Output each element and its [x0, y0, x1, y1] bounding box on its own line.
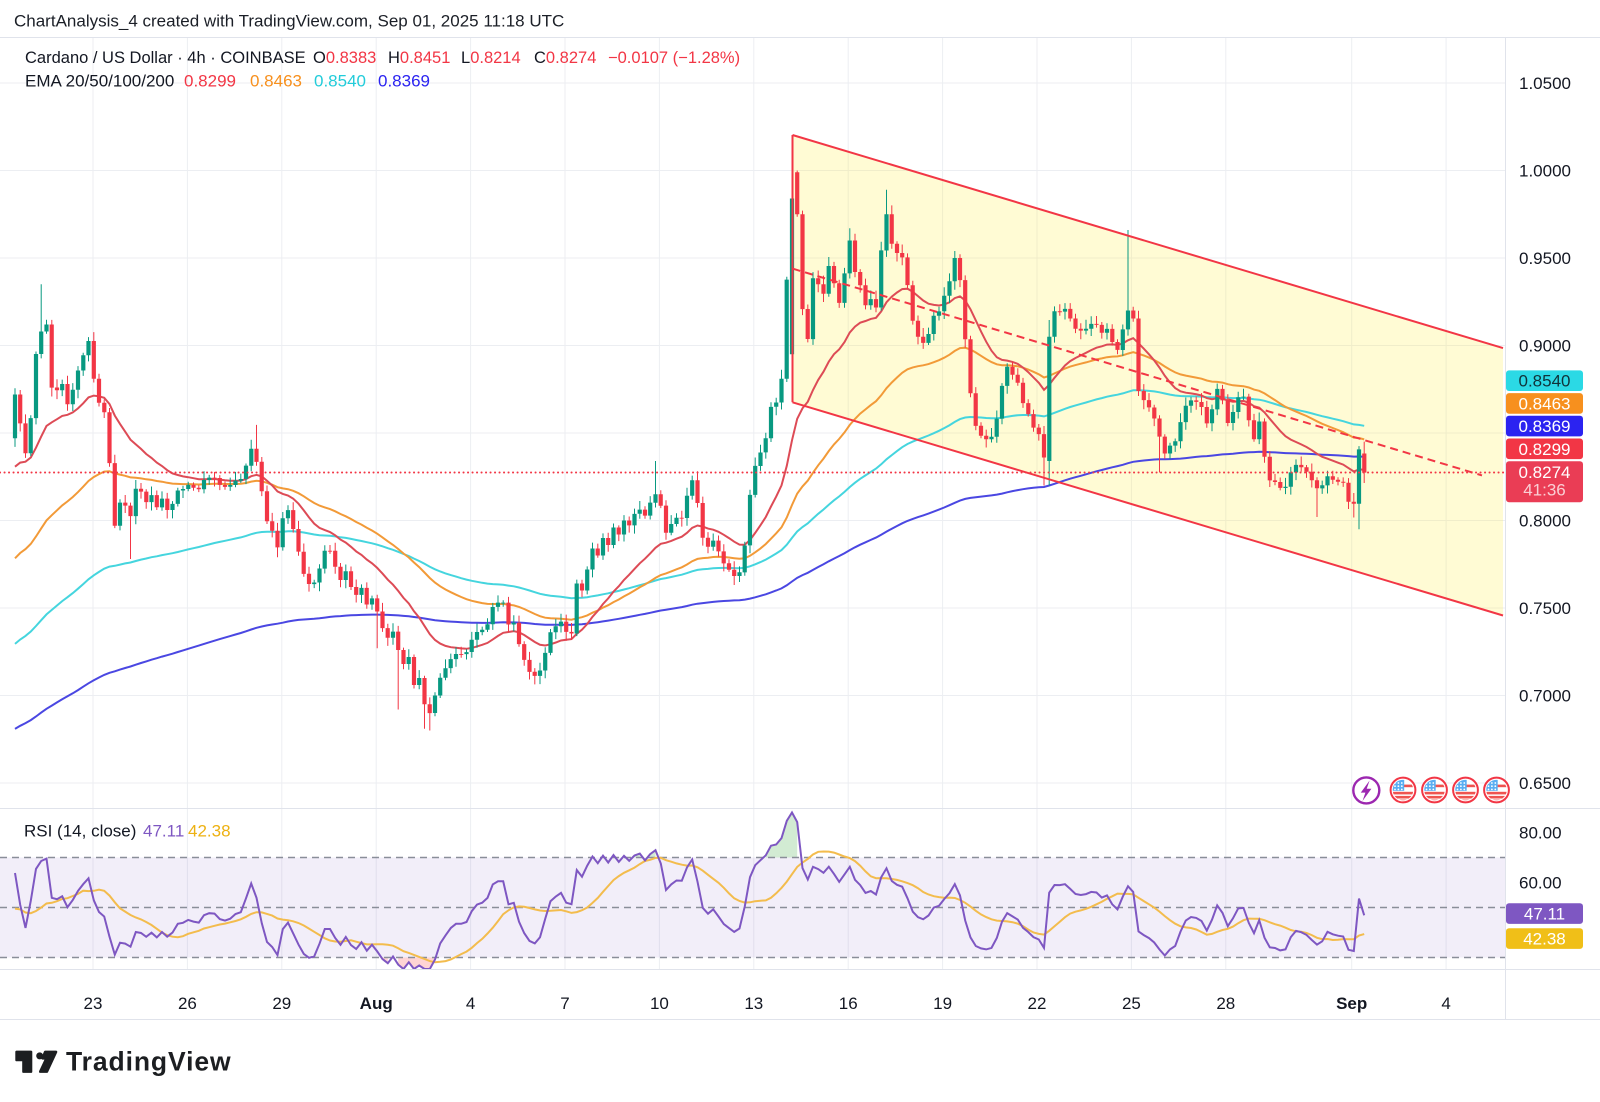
svg-text:0.7500: 0.7500: [1519, 599, 1571, 618]
svg-text:19: 19: [933, 994, 952, 1013]
svg-text:47.11: 47.11: [143, 822, 184, 841]
svg-text:RSI (14, close): RSI (14, close): [24, 822, 136, 841]
svg-text:0.9500: 0.9500: [1519, 249, 1571, 268]
svg-text:29: 29: [272, 994, 291, 1013]
svg-text:EMA 20/50/100/200: EMA 20/50/100/200: [25, 72, 174, 91]
svg-text:O0.8383: O0.8383: [313, 49, 376, 67]
svg-text:0.8463: 0.8463: [250, 72, 302, 91]
svg-text:60.00: 60.00: [1519, 874, 1562, 893]
svg-text:−0.0107 (−1.28%): −0.0107 (−1.28%): [608, 49, 740, 67]
svg-text:47.11: 47.11: [1524, 905, 1565, 924]
svg-text:7: 7: [560, 994, 569, 1013]
svg-text:28: 28: [1216, 994, 1235, 1013]
svg-text:0.8369: 0.8369: [1519, 417, 1571, 436]
svg-text:42.38: 42.38: [1523, 930, 1566, 949]
svg-text:Sep: Sep: [1336, 994, 1367, 1013]
svg-text:L0.8214: L0.8214: [461, 49, 521, 67]
svg-text:4: 4: [466, 994, 475, 1013]
svg-text:41:36: 41:36: [1523, 480, 1566, 499]
svg-text:H0.8451: H0.8451: [388, 49, 450, 67]
svg-text:13: 13: [744, 994, 763, 1013]
svg-text:0.8369: 0.8369: [378, 72, 430, 91]
svg-text:0.8540: 0.8540: [314, 72, 366, 91]
svg-text:42.38: 42.38: [188, 822, 231, 841]
svg-text:0.7000: 0.7000: [1519, 687, 1571, 706]
svg-text:25: 25: [1122, 994, 1141, 1013]
svg-text:22: 22: [1028, 994, 1047, 1013]
svg-text:26: 26: [178, 994, 197, 1013]
svg-text:1.0500: 1.0500: [1519, 74, 1571, 93]
svg-text:0.8000: 0.8000: [1519, 512, 1571, 531]
svg-text:1.0000: 1.0000: [1519, 162, 1571, 181]
svg-text:0.8540: 0.8540: [1519, 372, 1571, 391]
svg-text:Aug: Aug: [360, 994, 393, 1013]
svg-text:16: 16: [839, 994, 858, 1013]
svg-text:C0.8274: C0.8274: [534, 49, 596, 67]
svg-text:10: 10: [650, 994, 669, 1013]
svg-text:Cardano / US Dollar · 4h · COI: Cardano / US Dollar · 4h · COINBASE: [25, 49, 306, 67]
svg-text:80.00: 80.00: [1519, 824, 1562, 843]
svg-text:4: 4: [1441, 994, 1450, 1013]
svg-text:23: 23: [84, 994, 103, 1013]
svg-text:0.9000: 0.9000: [1519, 337, 1571, 356]
svg-text:ChartAnalysis_4 created with T: ChartAnalysis_4 created with TradingView…: [14, 12, 564, 31]
svg-text:0.8299: 0.8299: [184, 72, 236, 91]
svg-text:TradingView: TradingView: [66, 1046, 232, 1076]
svg-text:0.8463: 0.8463: [1519, 394, 1571, 413]
svg-text:0.6500: 0.6500: [1519, 774, 1571, 793]
svg-text:0.8299: 0.8299: [1519, 440, 1571, 459]
svg-text:0.8274: 0.8274: [1519, 463, 1571, 482]
